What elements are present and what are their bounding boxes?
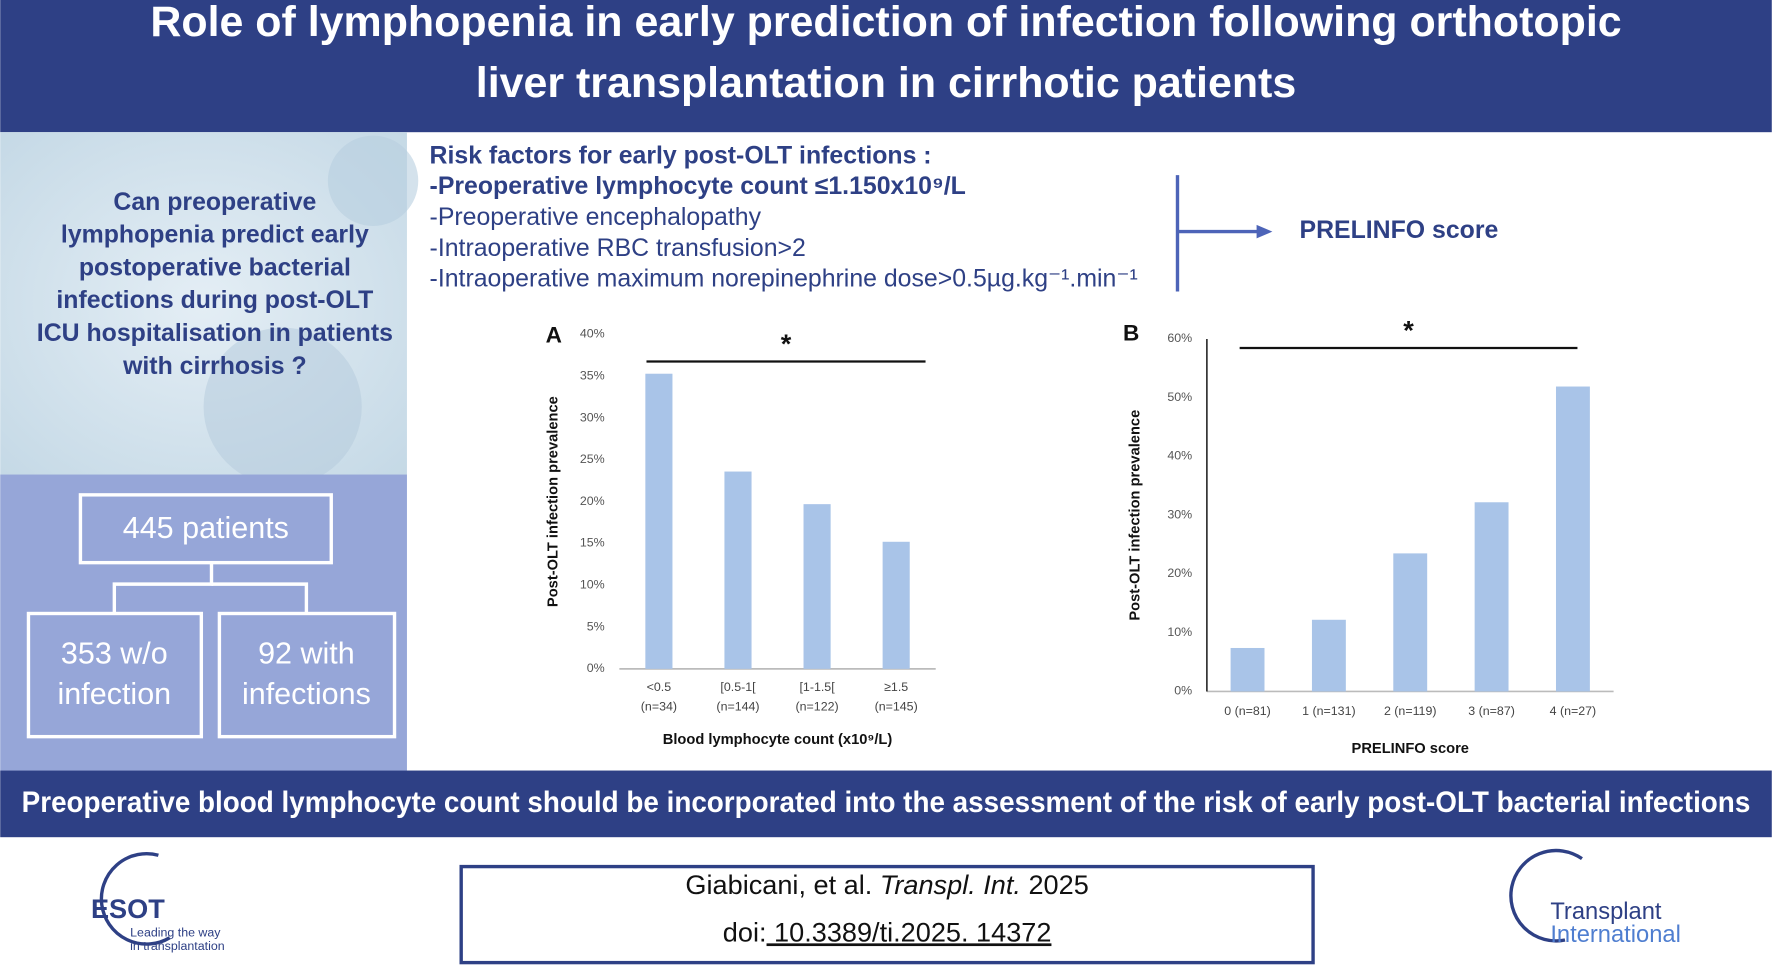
cell-icon <box>327 135 419 226</box>
panel-label: A <box>546 323 562 348</box>
x-tick-label: 0 (n=81) <box>1224 704 1271 718</box>
y-tick-label: 10% <box>580 578 605 592</box>
flow-without: 353 w/o <box>61 636 168 670</box>
x-tick-label: [1-1.5[(n=122) <box>796 680 839 713</box>
logo-text: International <box>1550 922 1681 948</box>
y-tick-label: 60% <box>1167 331 1192 345</box>
result: PRELINFO score <box>1300 217 1499 244</box>
header-band <box>0 0 1772 133</box>
bar <box>1393 553 1428 692</box>
conclusion-band <box>0 770 1772 838</box>
risk-heading: Risk factors for early post-OLT infectio… <box>430 143 932 170</box>
x-tick-label: <0.5 (n=34) <box>641 680 677 713</box>
risk-item: -Preoperative lymphocyte count ≤1.150x10… <box>430 173 966 200</box>
bar <box>1555 386 1590 692</box>
y-tick-label: 25% <box>580 452 605 466</box>
risk-item: -Intraoperative maximum norepinephrine d… <box>430 266 1138 293</box>
x-tick-label: 3 (n=87) <box>1468 704 1515 718</box>
title: Role of lymphopenia in early prediction … <box>150 0 1621 46</box>
y-tick-label: 20% <box>580 494 605 508</box>
citation: Giabicani, et al. Transpl. Int. 2025 <box>685 869 1088 900</box>
x-axis-title: Blood lymphocyte count (x10⁹/L) <box>663 732 893 748</box>
y-tick-label: 10% <box>1167 625 1192 639</box>
citation-part: Giabicani, et al. <box>685 869 872 900</box>
y-tick-label: 35% <box>580 369 605 383</box>
logo-text: Transplant <box>1550 899 1662 925</box>
logo-tagline: Leading the way <box>130 926 221 940</box>
y-tick-label: 5% <box>587 619 605 633</box>
bar <box>724 471 752 669</box>
risk-item: -Preoperative encephalopathy <box>430 204 762 231</box>
citation-part: Transpl. Int. <box>872 869 1021 900</box>
flow-panel <box>0 474 407 771</box>
citation-part: 2025 <box>1021 869 1089 900</box>
doi-label: doi: <box>723 917 767 948</box>
bar <box>645 373 673 669</box>
conclusion: Preoperative blood lymphocyte count shou… <box>22 786 1751 819</box>
flow-with: 92 with <box>258 636 355 670</box>
question: lymphopenia predict early <box>61 222 369 249</box>
x-tick-label: [0.5-1[(n=144) <box>716 680 759 713</box>
x-tick-label: 4 (n=27) <box>1550 704 1597 718</box>
x-axis-title: PRELINFO score <box>1352 741 1469 757</box>
y-tick-label: 20% <box>1167 566 1192 580</box>
logo-circles <box>99 848 1583 946</box>
arrow <box>1175 175 1273 292</box>
significance-mark: * <box>1403 314 1414 345</box>
question: postoperative bacterial <box>79 254 351 281</box>
question: infections during post-OLT <box>56 287 373 314</box>
y-tick-label: 30% <box>1167 507 1192 521</box>
y-axis-title: Post-OLT infection prevalence <box>546 396 562 607</box>
question: ICU hospitalisation in patients <box>37 320 393 347</box>
x-tick-label: 2 (n=119) <box>1384 704 1437 718</box>
cell-icon <box>203 327 362 486</box>
bar <box>1311 619 1346 692</box>
y-tick-label: 0% <box>587 661 605 675</box>
panel-label: B <box>1123 320 1139 345</box>
y-axis-title: Post-OLT infection prevalence <box>1128 410 1144 621</box>
logo-text: ESOT <box>91 893 165 924</box>
y-tick-label: 50% <box>1167 390 1192 404</box>
flow-with: infections <box>242 677 371 711</box>
title: liver transplantation in cirrhotic patie… <box>476 59 1296 107</box>
logo-tagline: in transplantation <box>130 939 225 953</box>
flow-total: 445 patients <box>123 511 289 545</box>
bar <box>803 504 831 669</box>
question: Can preoperative <box>113 189 316 216</box>
flow-without: infection <box>58 677 172 711</box>
question: with cirrhosis ? <box>122 353 307 380</box>
bar <box>1474 502 1509 692</box>
bar <box>1230 647 1265 692</box>
risk-item: -Intraoperative RBC transfusion>2 <box>430 235 806 262</box>
doi-link[interactable]: 10.3389/ti.2025. 14372 <box>767 917 1052 948</box>
y-tick-label: 40% <box>1167 449 1192 463</box>
bar <box>882 541 910 669</box>
y-tick-label: 15% <box>580 536 605 550</box>
y-tick-label: 40% <box>580 327 605 341</box>
y-tick-label: 30% <box>580 410 605 424</box>
doi: doi: 10.3389/ti.2025. 14372 <box>723 917 1052 948</box>
significance-mark: * <box>781 328 792 359</box>
x-tick-label: ≥1.5 (n=145) <box>875 680 918 713</box>
x-tick-label: 1 (n=131) <box>1302 704 1355 718</box>
y-tick-label: 0% <box>1174 684 1192 698</box>
flow-boxes <box>26 493 397 739</box>
citation-box <box>459 864 1315 965</box>
